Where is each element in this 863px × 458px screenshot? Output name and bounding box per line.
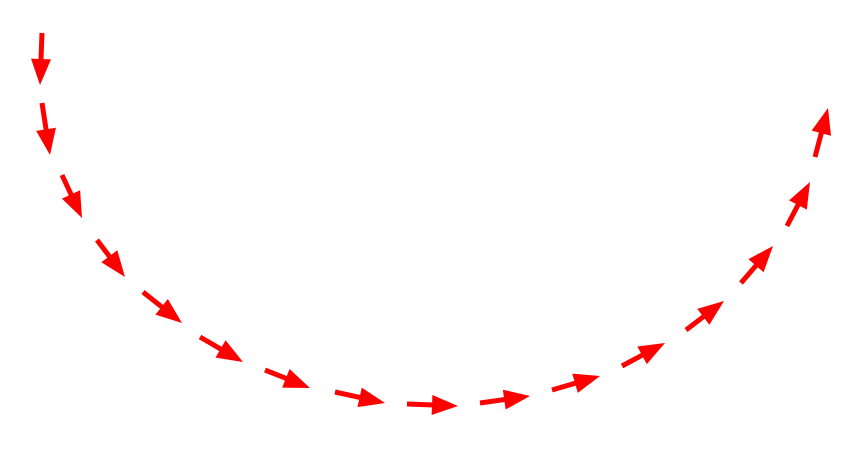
arrow-shaft	[334, 389, 363, 401]
arrow	[479, 389, 530, 410]
arrow	[141, 290, 182, 323]
arrow-head	[789, 182, 810, 210]
arrow	[36, 102, 56, 155]
arrow-shaft	[264, 367, 289, 382]
arrow-head	[61, 190, 82, 218]
arrow-shaft	[198, 334, 224, 353]
arrow-head	[748, 246, 773, 273]
arrow-head	[431, 394, 458, 415]
arrow	[95, 238, 125, 277]
arrow	[406, 394, 458, 415]
arrow	[739, 246, 773, 285]
arrow	[264, 367, 310, 388]
arrow	[198, 334, 243, 362]
arrow-shaft	[551, 380, 578, 393]
arrow-shaft	[59, 173, 75, 198]
arrow-shaft	[784, 202, 802, 228]
arrow-head	[31, 58, 51, 85]
arrow-shaft	[39, 102, 49, 132]
arrow-head	[637, 343, 665, 365]
arrow-head	[697, 301, 724, 325]
arrow-shaft	[95, 238, 113, 260]
arrow-shaft	[406, 401, 435, 408]
arrow-shaft	[38, 32, 45, 62]
arrow-head	[572, 373, 600, 393]
arrow	[684, 301, 724, 332]
arrow-shaft	[739, 262, 760, 285]
arrow-shaft	[479, 396, 507, 406]
arrow-head	[502, 389, 530, 410]
arrow-head	[357, 387, 385, 408]
arrow	[31, 32, 51, 85]
arrow	[620, 343, 665, 369]
arrow-shaft	[684, 313, 707, 332]
arrow	[59, 173, 82, 218]
arrow-shaft	[620, 352, 646, 369]
arrow-head	[101, 250, 125, 277]
arrow	[334, 387, 385, 408]
arrow	[784, 182, 810, 228]
arrow-head	[36, 127, 56, 155]
arrow-head	[282, 369, 310, 388]
arrow-head	[811, 108, 831, 136]
arrow-head	[155, 298, 182, 323]
arrow-shaft	[141, 290, 165, 311]
arrow	[811, 108, 831, 158]
arrow-head	[215, 340, 243, 362]
arrow	[551, 373, 600, 393]
arrow-shaft	[812, 130, 825, 158]
